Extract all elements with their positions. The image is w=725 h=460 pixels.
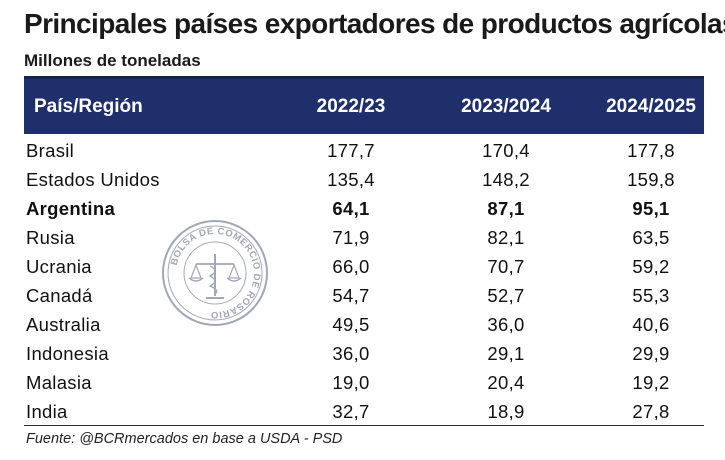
cell-value: 82,1 <box>487 227 525 248</box>
cell-value: 36,0 <box>487 314 525 335</box>
cell-value: 19,2 <box>632 372 670 393</box>
header-country: País/Región <box>34 96 143 117</box>
cell-value: 54,7 <box>332 285 370 306</box>
table-row: India 32,7 18,9 27,8 <box>24 397 704 426</box>
cell-value: 29,1 <box>487 343 525 364</box>
table-row: Indonesia 36,0 29,1 29,9 <box>24 339 704 368</box>
cell-value: 71,9 <box>332 227 370 248</box>
cell-value: 170,4 <box>482 140 530 161</box>
cell-country: Estados Unidos <box>26 169 160 190</box>
cell-value: 66,0 <box>332 256 370 277</box>
cell-value: 135,4 <box>327 169 375 190</box>
table-header: País/Región 2022/23 2023/2024 2024/2025 <box>24 76 704 134</box>
cell-value: 95,1 <box>632 198 670 219</box>
table-row: Canadá 54,7 52,7 55,3 <box>24 281 704 310</box>
cell-value: 177,7 <box>327 140 375 161</box>
cell-value: 63,5 <box>632 227 670 248</box>
cell-value: 87,1 <box>487 198 525 219</box>
cell-value: 159,8 <box>627 169 675 190</box>
cell-value: 55,3 <box>632 285 670 306</box>
header-2024-2025: 2024/2025 <box>606 96 696 117</box>
cell-value: 49,5 <box>332 314 370 335</box>
cell-value: 177,8 <box>627 140 675 161</box>
cell-value: 59,2 <box>632 256 670 277</box>
table-row: Australia 49,5 36,0 40,6 <box>24 310 704 339</box>
header-2022-23: 2022/23 <box>316 96 386 117</box>
cell-country: Brasil <box>26 140 75 161</box>
cell-country: Argentina <box>26 198 116 219</box>
table-row: Brasil 177,7 170,4 177,8 <box>24 136 704 165</box>
cell-value: 70,7 <box>487 256 525 277</box>
table-row: Ucrania 66,0 70,7 59,2 <box>24 252 704 281</box>
cell-country: Australia <box>26 314 101 335</box>
cell-country: Ucrania <box>26 256 92 277</box>
table-bottom-rule <box>24 425 704 426</box>
cell-country: Indonesia <box>26 343 109 364</box>
table-row: Argentina 64,1 87,1 95,1 <box>24 194 704 223</box>
cell-value: 20,4 <box>487 372 525 393</box>
table-row: Rusia 71,9 82,1 63,5 <box>24 223 704 252</box>
cell-country: Canadá <box>26 285 93 306</box>
cell-country: Malasia <box>26 372 92 393</box>
cell-value: 64,1 <box>332 198 370 219</box>
chart-subtitle: Millones de toneladas <box>24 51 201 70</box>
cell-country: Rusia <box>26 227 75 248</box>
cell-country: India <box>26 401 68 422</box>
source-note: Fuente: @BCRmercados en base a USDA - PS… <box>26 431 343 447</box>
bolsa-comercio-rosario-seal-icon: BOLSA DE COMERCIO DE ROSARIO <box>162 220 268 326</box>
cell-value: 19,0 <box>332 372 370 393</box>
table-row: Estados Unidos 135,4 148,2 159,8 <box>24 165 704 194</box>
cell-value: 32,7 <box>332 401 370 422</box>
cell-value: 52,7 <box>487 285 525 306</box>
table-body: Brasil 177,7 170,4 177,8 Estados Unidos 135,4… <box>24 136 704 426</box>
cell-value: 40,6 <box>632 314 670 335</box>
chart-title: Principales países exportadores de produ… <box>24 8 725 39</box>
cell-value: 27,8 <box>632 401 670 422</box>
table-row: Malasia 19,0 20,4 19,2 <box>24 368 704 397</box>
cell-value: 29,9 <box>632 343 670 364</box>
cell-value: 148,2 <box>482 169 530 190</box>
cell-value: 36,0 <box>332 343 370 364</box>
cell-value: 18,9 <box>487 401 525 422</box>
header-2023-2024: 2023/2024 <box>461 96 551 117</box>
